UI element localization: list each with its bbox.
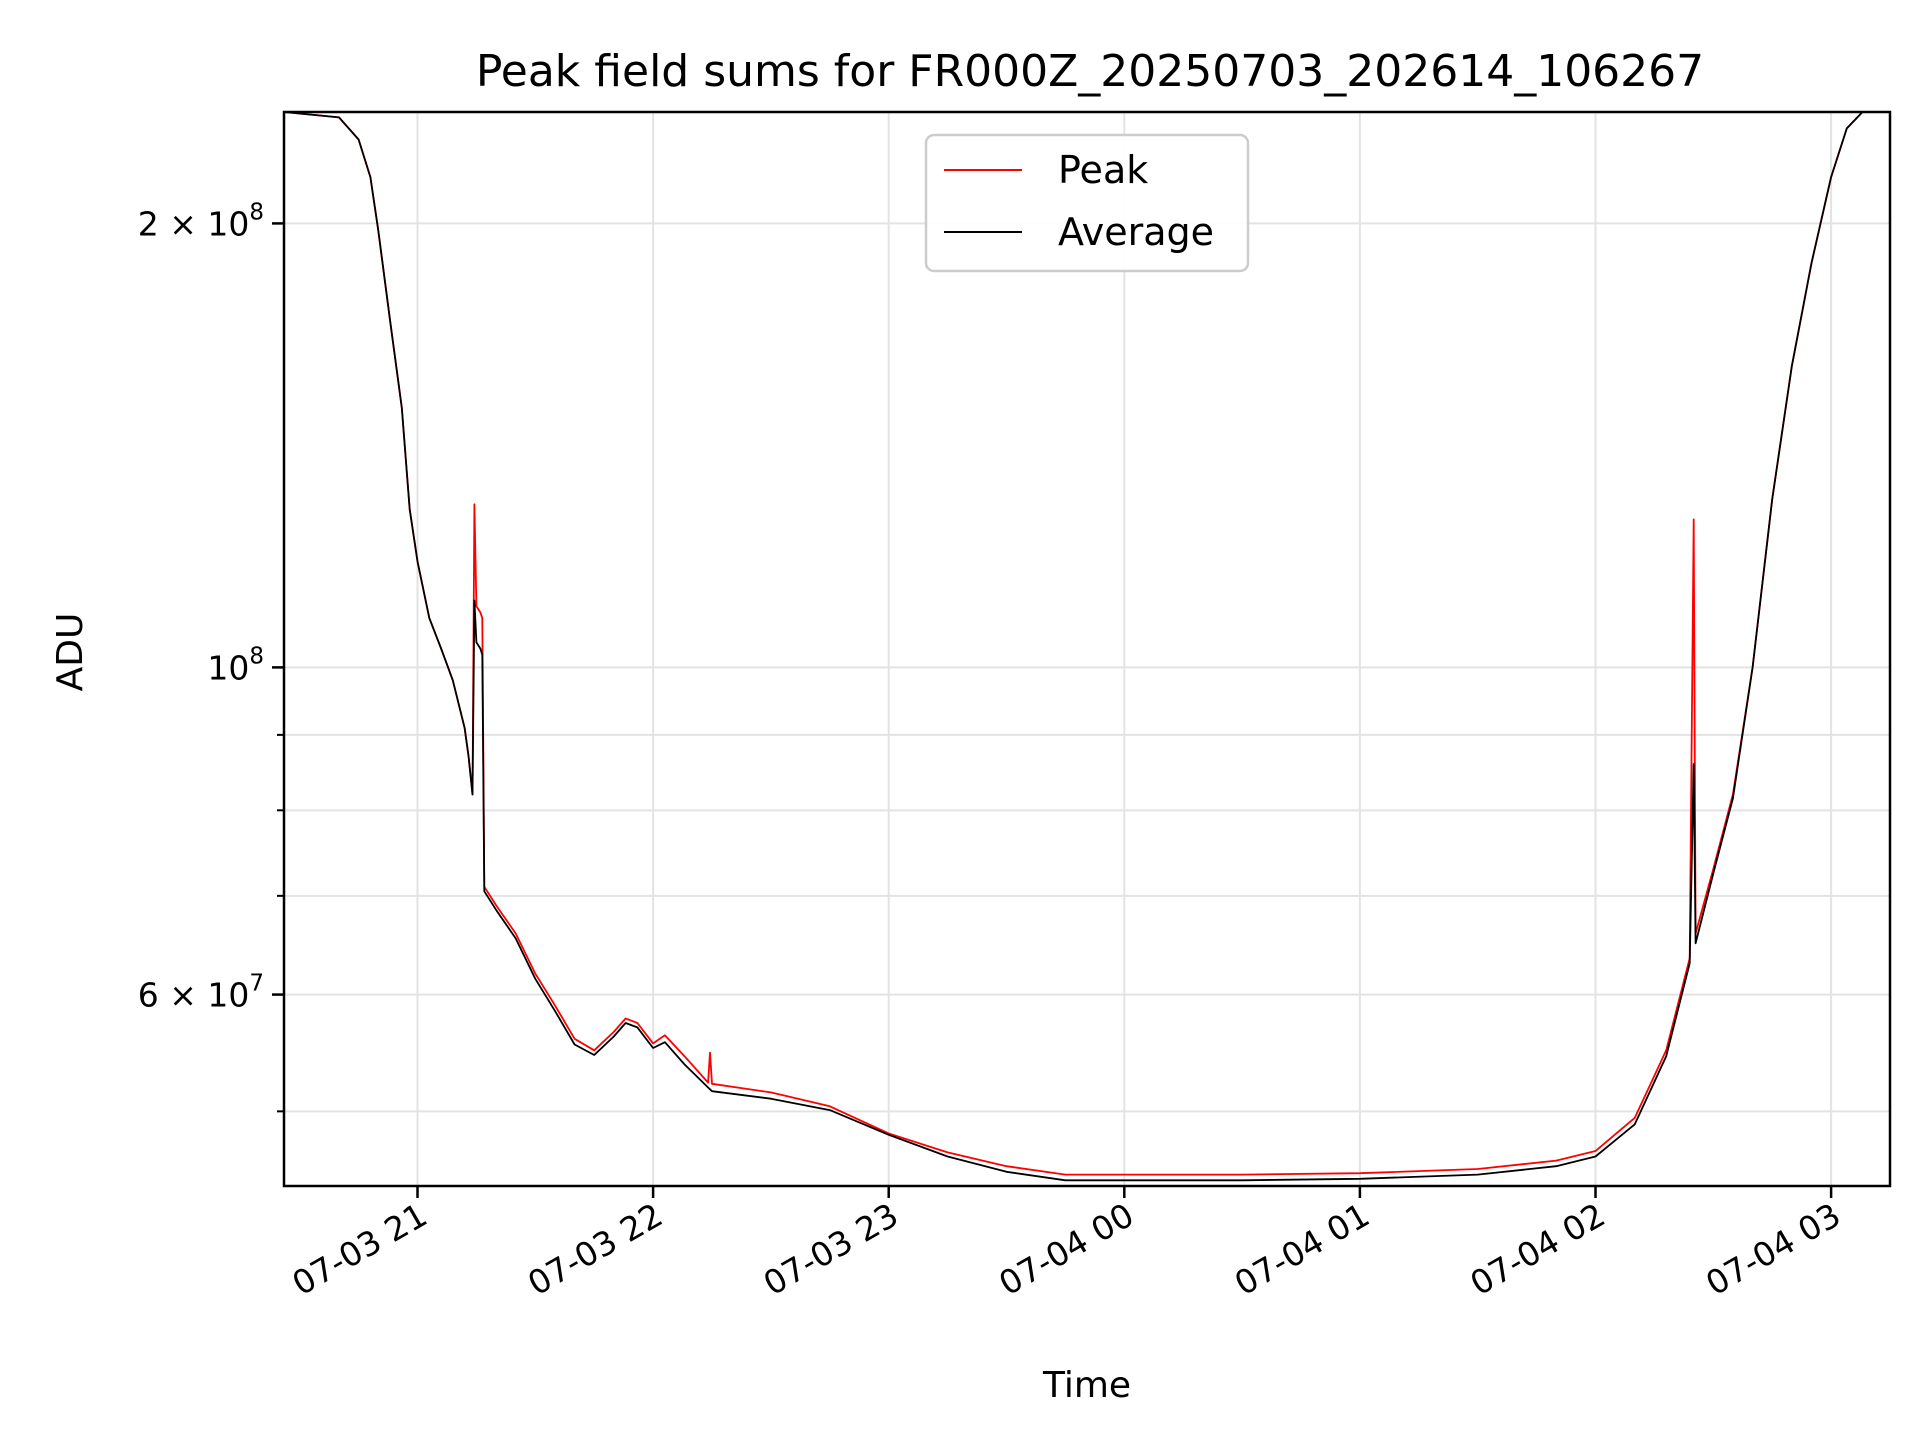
- grid-lines: [284, 112, 1890, 1186]
- y-tick-exponent: 8: [249, 199, 264, 225]
- y-axis-label: ADU: [50, 613, 91, 692]
- legend-label-peak: Peak: [1058, 148, 1148, 192]
- y-tick-label: 6 × 107: [138, 971, 264, 1015]
- chart-title: Peak field sums for FR000Z_20250703_2026…: [476, 46, 1704, 97]
- legend: Peak Average: [924, 133, 1250, 273]
- plot-border: [282, 110, 1892, 1188]
- y-tick-base: 2 × 10: [138, 204, 250, 243]
- y-tick-exponent: 7: [249, 971, 264, 997]
- y-tick-label: 2 × 108: [138, 199, 264, 243]
- y-tick-label: 108: [207, 643, 264, 687]
- y-tick-base: 6 × 10: [138, 976, 250, 1015]
- series-layer: [284, 112, 1890, 1182]
- x-axis-label: Time: [1042, 1365, 1131, 1406]
- axes-frame: [282, 110, 1892, 1188]
- y-tick-base: 10: [207, 648, 249, 687]
- series-line-average: [284, 112, 1890, 1182]
- legend-label-average: Average: [1058, 210, 1214, 254]
- y-tick-exponent: 8: [249, 643, 264, 669]
